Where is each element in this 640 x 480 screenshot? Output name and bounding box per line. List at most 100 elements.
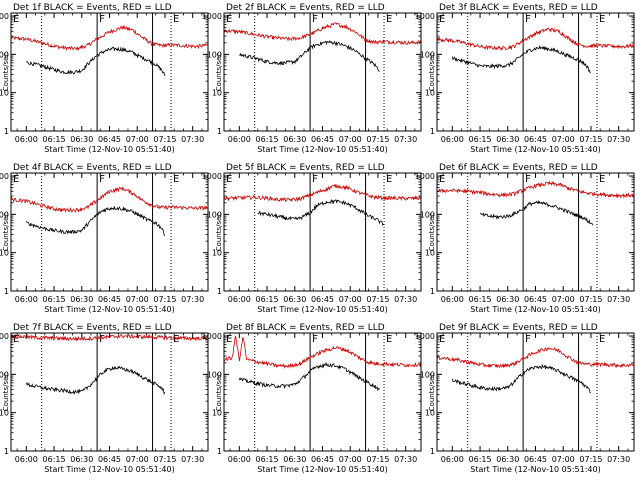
x-tick-label: 06:00 xyxy=(441,295,464,304)
panel-title: Det 5f BLACK = Events, RED = LLD xyxy=(226,163,385,173)
time-marker-label: E xyxy=(13,174,19,185)
y-tick-label: 10 xyxy=(212,249,222,258)
panel-title: Det 2f BLACK = Events, RED = LLD xyxy=(226,3,385,13)
x-tick-label: 07:30 xyxy=(394,455,417,464)
y-axis-label: Counts/sec xyxy=(428,213,436,252)
lld-series-line xyxy=(436,346,634,369)
time-marker-label: E xyxy=(599,14,605,25)
x-tick-label: 06:15 xyxy=(256,295,279,304)
x-axis-label: Start Time (12-Nov-10 05:51:40) xyxy=(470,465,600,474)
x-axis-label: Start Time (12-Nov-10 05:51:40) xyxy=(257,145,387,154)
y-tick-label: 1 xyxy=(430,287,435,296)
y-tick-label: 1 xyxy=(4,287,9,296)
y-tick-label: 1 xyxy=(217,127,222,136)
time-marker-label: F xyxy=(525,334,531,345)
plot-frame xyxy=(223,12,422,132)
x-tick-label: 07:30 xyxy=(181,455,204,464)
events-series-line xyxy=(451,363,591,394)
events-series-line xyxy=(26,46,166,76)
x-tick-label: 07:00 xyxy=(339,455,362,464)
y-tick-label: 100 xyxy=(420,370,435,379)
plot-frame xyxy=(10,12,209,132)
y-axis-label: Counts/sec xyxy=(428,53,436,92)
x-tick-label: 06:30 xyxy=(70,135,93,144)
x-tick-label: 06:30 xyxy=(496,455,519,464)
panel-title: Det 7f BLACK = Events, RED = LLD xyxy=(13,323,172,333)
panel-title: Det 9f BLACK = Events, RED = LLD xyxy=(439,323,598,333)
x-tick-label: 06:45 xyxy=(524,295,547,304)
y-axis-label: Counts/sec xyxy=(2,53,10,92)
time-marker-label: F xyxy=(99,14,105,25)
events-series-line xyxy=(25,206,166,237)
time-marker-label: E xyxy=(173,174,179,185)
time-marker-label: F xyxy=(99,334,105,345)
lld-series-line xyxy=(436,27,634,51)
y-axis-label: Counts/sec xyxy=(2,373,10,412)
lld-series-line xyxy=(10,24,208,52)
x-tick-label: 07:00 xyxy=(552,295,575,304)
y-tick-label: 1 xyxy=(4,447,9,456)
y-tick-label: 10 xyxy=(0,89,9,98)
x-tick-label: 06:00 xyxy=(441,455,464,464)
x-axis-label: Start Time (12-Nov-10 05:51:40) xyxy=(257,305,387,314)
y-axis-label: Counts/sec xyxy=(2,213,10,252)
time-marker-label: E xyxy=(439,14,445,25)
x-tick-label: 06:45 xyxy=(98,455,121,464)
x-axis-label: Start Time (12-Nov-10 05:51:40) xyxy=(470,145,600,154)
time-marker-label: F xyxy=(312,174,318,185)
x-tick-label: 07:00 xyxy=(339,295,362,304)
y-tick-label: 1 xyxy=(4,127,9,136)
time-marker-label: F xyxy=(312,334,318,345)
y-tick-label: 1000 xyxy=(415,172,435,181)
x-tick-label: 07:30 xyxy=(607,295,630,304)
time-marker-label: E xyxy=(386,174,392,185)
x-tick-label: 07:30 xyxy=(394,135,417,144)
x-tick-label: 06:30 xyxy=(283,455,306,464)
time-marker-label: E xyxy=(226,334,232,345)
events-series-line xyxy=(480,199,593,226)
time-marker-label: E xyxy=(599,334,605,345)
y-tick-label: 10 xyxy=(212,409,222,418)
x-tick-label: 06:45 xyxy=(524,135,547,144)
x-tick-label: 07:30 xyxy=(181,135,204,144)
time-marker-label: F xyxy=(525,174,531,185)
plot-frame xyxy=(10,172,209,292)
x-tick-label: 06:15 xyxy=(256,455,279,464)
events-series-line xyxy=(238,361,381,392)
panel-title: Det 6f BLACK = Events, RED = LLD xyxy=(439,163,598,173)
time-marker-label: E xyxy=(386,334,392,345)
x-tick-label: 06:00 xyxy=(15,135,38,144)
x-tick-label: 07:00 xyxy=(552,135,575,144)
x-tick-label: 06:45 xyxy=(311,135,334,144)
x-axis-label: Start Time (12-Nov-10 05:51:40) xyxy=(44,465,174,474)
y-tick-label: 100 xyxy=(0,50,9,59)
x-tick-label: 07:15 xyxy=(366,135,389,144)
x-tick-label: 07:15 xyxy=(579,295,602,304)
events-series-line xyxy=(25,365,166,396)
lld-series-line xyxy=(223,335,421,370)
x-tick-label: 06:00 xyxy=(15,455,38,464)
x-tick-label: 07:15 xyxy=(153,135,176,144)
x-tick-label: 06:15 xyxy=(256,135,279,144)
x-tick-label: 06:00 xyxy=(15,295,38,304)
time-marker-label: E xyxy=(599,174,605,185)
x-tick-label: 06:45 xyxy=(311,295,334,304)
x-tick-label: 06:15 xyxy=(469,135,492,144)
time-marker-label: E xyxy=(173,14,179,25)
y-tick-label: 100 xyxy=(207,210,222,219)
events-series-line xyxy=(239,40,380,72)
y-tick-label: 10 xyxy=(0,409,9,418)
y-tick-label: 1000 xyxy=(0,172,9,181)
x-tick-label: 06:30 xyxy=(283,135,306,144)
y-tick-label: 10 xyxy=(212,89,222,98)
y-axis-label: Counts/sec xyxy=(215,53,223,92)
x-tick-label: 07:00 xyxy=(126,455,149,464)
x-tick-label: 06:30 xyxy=(496,135,519,144)
